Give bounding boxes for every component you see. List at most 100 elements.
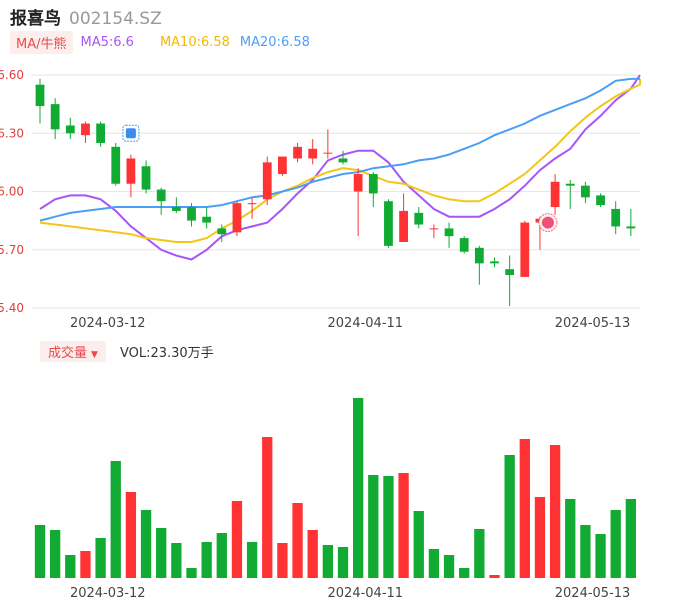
volume-bar	[565, 499, 576, 578]
ma-indicator-selector[interactable]: MA/牛熊	[10, 30, 73, 54]
candles	[35, 78, 636, 307]
caret-down-icon: ▼	[91, 349, 98, 360]
candle-down	[565, 183, 575, 186]
volume-bar	[504, 455, 515, 578]
ma20-legend: MA20:6.58	[239, 34, 310, 50]
candle-down	[368, 174, 378, 194]
candle-up	[520, 222, 530, 277]
candle-down	[187, 207, 196, 221]
x-tick-label: 2024-03-12	[70, 316, 146, 331]
info-icon	[125, 128, 136, 139]
volume-value: VOL:23.30万手	[119, 345, 214, 361]
volume-bar	[398, 473, 409, 578]
candle-down	[156, 189, 166, 202]
candle-down	[581, 185, 590, 198]
candle-down	[141, 166, 151, 190]
volume-bar	[65, 555, 76, 578]
y-tick-label: 5.40	[0, 301, 24, 315]
candle-up	[247, 203, 257, 205]
ma-legend: MA/牛熊 MA5:6.6 MA10:6.58 MA20:6.58	[10, 30, 310, 54]
y-tick-label: 6.30	[0, 126, 24, 140]
candle-up	[232, 203, 242, 233]
volume-bar	[352, 398, 364, 578]
y-tick-label: 5.70	[0, 243, 24, 257]
candle-up	[278, 156, 287, 175]
volume-bar	[216, 533, 227, 578]
volume-bar	[322, 545, 334, 578]
candle-down	[490, 261, 499, 264]
candle-down	[414, 212, 424, 225]
ma10-legend: MA10:6.58	[159, 34, 230, 50]
volume-bar	[580, 525, 591, 578]
volume-bar	[413, 511, 424, 578]
price-grid	[32, 74, 640, 309]
volume-bar	[156, 528, 167, 578]
event-marker-blue	[122, 124, 140, 142]
candle-down	[171, 207, 181, 211]
candle-up	[81, 123, 90, 136]
volume-bar	[277, 543, 288, 578]
volume-label: 成交量	[48, 345, 88, 361]
candle-down	[35, 84, 45, 107]
volume-bar	[549, 445, 561, 578]
volume-bar	[489, 575, 500, 578]
date-axis: 2024-03-12 2024-04-11 2024-05-13	[70, 316, 630, 331]
stock-code: 002154.SZ	[69, 9, 162, 29]
volume-bar	[186, 568, 197, 578]
y-tick-label: 6.60	[0, 68, 24, 82]
volume-indicator-selector[interactable]: 成交量 ▼	[40, 340, 106, 362]
candle-up	[308, 148, 318, 159]
ma20-line	[39, 77, 640, 222]
x-tick-label: 2024-05-13	[555, 586, 631, 601]
volume-bar	[443, 555, 455, 578]
candle-up	[126, 158, 136, 184]
candle-down	[96, 123, 105, 143]
volume-bar	[474, 529, 485, 578]
volume-bars	[34, 398, 637, 578]
volume-bar	[368, 475, 379, 578]
candle-down	[459, 238, 469, 252]
event-markers	[122, 124, 558, 233]
ma5-legend: MA5:6.6	[80, 34, 134, 50]
volume-bar	[95, 538, 106, 578]
volume-bar	[428, 549, 440, 578]
candle-up	[262, 162, 272, 200]
candle-down	[202, 216, 212, 223]
volume-bar	[610, 510, 621, 578]
volume-bar	[125, 492, 137, 578]
candle-down	[474, 247, 484, 264]
volume-bar	[534, 497, 546, 578]
volume-bar	[459, 568, 470, 578]
candle-up	[399, 210, 408, 242]
candle-up	[323, 152, 333, 154]
candle-down	[505, 269, 515, 275]
volume-bar	[292, 503, 303, 578]
stock-header: 报喜鸟 002154.SZ	[10, 4, 162, 29]
candle-down	[217, 228, 227, 235]
volume-bar	[110, 461, 121, 578]
volume-bar	[231, 501, 243, 578]
volume-bar	[34, 525, 46, 578]
candle-up	[353, 174, 363, 192]
shield-icon	[541, 216, 554, 229]
volume-bar	[80, 551, 91, 578]
candle-down	[626, 226, 636, 229]
volume-bar	[246, 542, 258, 578]
candle-down	[111, 146, 121, 184]
candle-down	[384, 201, 393, 246]
x-tick-label: 2024-03-12	[70, 586, 146, 601]
price-axis: 6.60 6.30 6.00 5.70 5.40	[0, 68, 24, 315]
candle-down	[596, 195, 605, 206]
volume-bar	[595, 534, 606, 578]
volume-bar	[201, 542, 212, 578]
event-marker-red	[538, 213, 558, 233]
candle-down	[338, 158, 348, 163]
candle-up	[293, 146, 302, 159]
ma10-line	[39, 78, 641, 243]
volume-bar	[337, 547, 349, 578]
volume-bar	[140, 510, 152, 578]
volume-bar	[519, 439, 530, 578]
volume-date-axis: 2024-03-12 2024-04-11 2024-05-13	[70, 586, 630, 601]
candle-down	[611, 208, 621, 227]
candle-down	[444, 228, 454, 237]
